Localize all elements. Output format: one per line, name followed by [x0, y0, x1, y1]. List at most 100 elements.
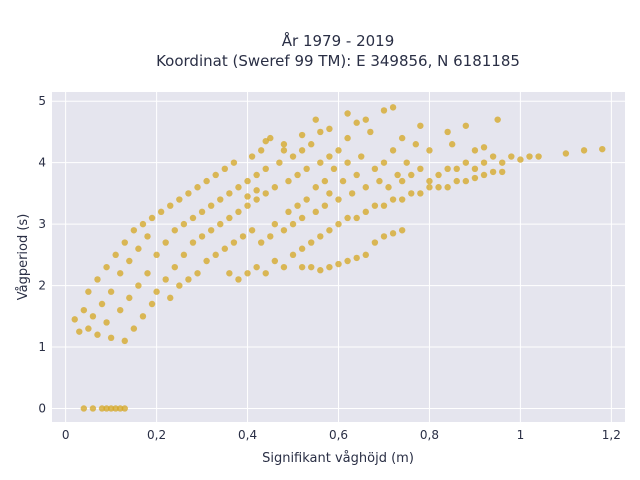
scatter-point — [194, 184, 201, 191]
scatter-point — [380, 202, 388, 209]
x-axis-label: Signifikant våghöjd (m) — [262, 451, 414, 466]
scatter-point — [271, 184, 279, 191]
scatter-point — [89, 405, 97, 412]
scatter-point — [298, 263, 306, 271]
scatter-point — [398, 177, 406, 185]
scatter-point — [435, 171, 442, 179]
scatter-point — [244, 193, 251, 200]
scatter-point — [471, 147, 479, 154]
scatter-point — [221, 165, 229, 173]
scatter-point — [262, 137, 269, 145]
y-tick-label: 5 — [38, 94, 46, 108]
scatter-point — [280, 141, 288, 148]
scatter-point — [212, 171, 219, 179]
scatter-point — [599, 145, 606, 153]
scatter-point — [462, 177, 470, 185]
scatter-point — [344, 110, 351, 117]
scatter-point — [244, 270, 251, 277]
scatter-point — [135, 245, 142, 252]
scatter-point — [235, 184, 242, 191]
scatter-point — [167, 202, 174, 209]
data-points — [71, 104, 606, 412]
scatter-point — [185, 276, 192, 283]
scatter-point — [303, 165, 310, 173]
scatter-point — [139, 220, 147, 228]
scatter-point — [389, 104, 397, 111]
y-tick-label: 4 — [38, 156, 46, 170]
scatter-point — [289, 153, 297, 160]
scatter-point — [403, 159, 410, 166]
scatter-point — [248, 227, 256, 234]
scatter-point — [121, 405, 128, 412]
scatter-point — [94, 331, 101, 338]
scatter-point — [535, 153, 542, 160]
scatter-point — [162, 239, 169, 246]
scatter-point — [353, 171, 360, 179]
scatter-point — [330, 165, 338, 173]
scatter-point — [317, 159, 324, 166]
scatter-point — [239, 233, 247, 240]
scatter-point — [508, 153, 515, 160]
scatter-point — [103, 263, 110, 271]
scatter-point — [326, 227, 333, 234]
scatter-point — [385, 184, 392, 191]
scatter-point — [171, 263, 178, 271]
scatter-point — [303, 196, 310, 203]
x-tick-label: 0,6 — [329, 428, 348, 442]
scatter-point — [408, 171, 415, 179]
scatter-point — [80, 405, 88, 412]
scatter-point — [71, 316, 78, 323]
scatter-point — [235, 276, 242, 283]
scatter-point — [417, 165, 424, 173]
scatter-point — [353, 119, 360, 126]
scatter-point — [289, 251, 297, 259]
scatter-point — [526, 153, 533, 160]
scatter-point — [107, 334, 115, 342]
scatter-point — [367, 128, 374, 136]
scatter-point — [107, 288, 115, 295]
scatter-point — [489, 168, 497, 176]
scatter-point — [98, 300, 106, 308]
scatter-point — [580, 147, 588, 154]
scatter-point — [380, 233, 388, 240]
scatter-point — [471, 165, 479, 173]
scatter-point — [189, 239, 197, 246]
scatter-point — [257, 147, 265, 154]
scatter-point — [339, 177, 347, 185]
scatter-point — [499, 168, 506, 176]
y-tick-label: 1 — [38, 340, 46, 354]
scatter-point — [226, 214, 233, 222]
scatter-point — [176, 196, 183, 203]
scatter-point — [562, 150, 570, 157]
scatter-point — [194, 270, 201, 277]
scatter-point — [380, 107, 388, 114]
scatter-point — [412, 141, 420, 148]
scatter-point — [271, 257, 279, 265]
chart-subtitle: Koordinat (Sweref 99 TM): E 349856, N 61… — [156, 52, 520, 70]
scatter-point — [289, 220, 297, 228]
scatter-point — [276, 159, 283, 166]
scatter-point — [376, 177, 383, 185]
scatter-point — [444, 128, 451, 136]
chart-title: År 1979 - 2019 — [282, 31, 395, 50]
scatter-point — [144, 270, 151, 277]
scatter-point — [321, 202, 329, 209]
scatter-point — [180, 220, 188, 228]
scatter-point — [380, 159, 388, 166]
y-axis-label: Vågperiod (s) — [16, 214, 31, 301]
scatter-point — [226, 190, 233, 197]
scatter-point — [139, 313, 147, 320]
scatter-point — [398, 134, 406, 142]
scatter-point — [417, 122, 424, 129]
scatter-point — [121, 239, 128, 246]
scatter-point — [398, 227, 406, 234]
scatter-point — [153, 288, 160, 295]
scatter-point — [217, 220, 224, 228]
scatter-point — [262, 165, 269, 173]
scatter-point — [217, 196, 224, 203]
scatter-point — [117, 405, 124, 412]
scatter-point — [185, 190, 192, 197]
scatter-point — [244, 202, 251, 209]
scatter-point — [148, 214, 156, 222]
